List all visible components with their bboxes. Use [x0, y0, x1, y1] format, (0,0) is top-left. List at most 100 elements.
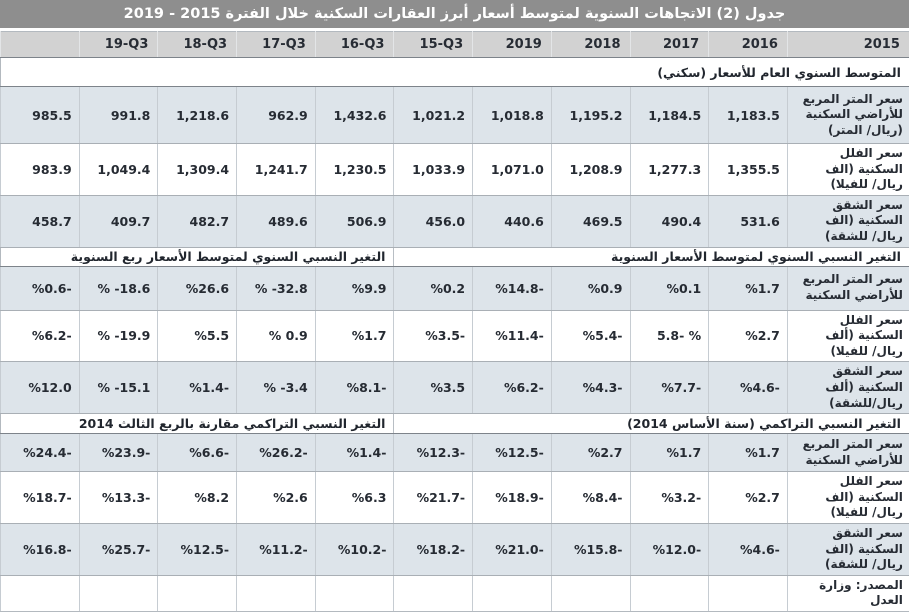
table-row: سعر الفلل السكنية (الف ريال/ للفيلا)%2.7… — [1, 472, 909, 524]
column-header-17-Q3: 17-Q3 — [237, 32, 316, 58]
value-cell: 482.7 — [158, 195, 237, 247]
value-cell: %1.4- — [315, 434, 394, 472]
value-cell: %11.4- — [473, 310, 552, 362]
value-cell: %12.5- — [158, 523, 237, 575]
value-cell: %8.4- — [551, 472, 630, 524]
value-cell: %6.2- — [1, 310, 80, 362]
value-cell: 1,355.5 — [709, 144, 788, 196]
table-row: سعر الفلل السكنية (ألف ريال/ للفيلا)%2.7… — [1, 310, 909, 362]
table-row: سعر الشقق السكنية (ألف ريال/للشقة)%4.6-%… — [1, 362, 909, 414]
table-row: سعر المتر المربع للأراضي السكنية (ريال/ … — [1, 87, 909, 144]
column-header-2017: 2017 — [630, 32, 709, 58]
value-cell: % -3.4 — [237, 362, 316, 414]
value-cell: %6.3 — [315, 472, 394, 524]
value-cell: %9.9 — [315, 266, 394, 310]
value-cell: 1,184.5 — [630, 87, 709, 144]
value-cell: %1.4- — [158, 362, 237, 414]
value-cell: %6.6- — [158, 434, 237, 472]
row-label: سعر المتر المربع للأراضي السكنية — [787, 434, 909, 472]
value-cell: %7.7- — [630, 362, 709, 414]
value-cell: %8.2 — [158, 472, 237, 524]
value-cell: %0.2 — [394, 266, 473, 310]
value-cell: %21.7- — [394, 472, 473, 524]
value-cell: 962.9 — [237, 87, 316, 144]
table-title: جدول (2) الاتجاهات السنوية لمتوسط أسعار … — [0, 0, 909, 28]
value-cell: %4.6- — [709, 362, 788, 414]
section-header-annual: التغير النسبي التراكمي (سنة الأساس 2014) — [394, 414, 909, 434]
value-cell: %0.9 — [551, 266, 630, 310]
empty-cell — [1, 575, 80, 611]
value-cell: %14.8- — [473, 266, 552, 310]
value-cell: %12.3- — [394, 434, 473, 472]
section-header-row: المتوسط السنوي العام للأسعار (سكني) — [1, 58, 909, 87]
table-row: سعر الفلل السكنية (الف ريال/ للفيلا)1,35… — [1, 144, 909, 196]
value-cell: 490.4 — [630, 195, 709, 247]
value-cell: 1,218.6 — [158, 87, 237, 144]
empty-cell — [551, 575, 630, 611]
row-label: سعر المتر المربع للأراضي السكنية — [787, 266, 909, 310]
value-cell: %0.6- — [1, 266, 80, 310]
value-cell: %2.7 — [709, 472, 788, 524]
value-cell: %8.1- — [315, 362, 394, 414]
value-cell: %3.2- — [630, 472, 709, 524]
value-cell: %5.4- — [551, 310, 630, 362]
value-cell: 489.6 — [237, 195, 316, 247]
source-note: المصدر: وزارة العدل — [787, 575, 909, 611]
column-header-2015: 2015 — [787, 32, 909, 58]
column-header-18-Q3: 18-Q3 — [158, 32, 237, 58]
value-cell: %4.6- — [709, 523, 788, 575]
value-cell: 985.5 — [1, 87, 80, 144]
value-cell: 1,071.0 — [473, 144, 552, 196]
value-cell: %23.9- — [79, 434, 158, 472]
value-cell: 991.8 — [79, 87, 158, 144]
column-header-2016: 2016 — [709, 32, 788, 58]
value-cell: %3.5 — [394, 362, 473, 414]
column-header-2018: 2018 — [551, 32, 630, 58]
table-row: سعر المتر المربع للأراضي السكنية%1.7%0.1… — [1, 266, 909, 310]
value-cell: % -19.9 — [79, 310, 158, 362]
value-cell: 1,183.5 — [709, 87, 788, 144]
value-cell: 1,049.4 — [79, 144, 158, 196]
value-cell: %1.7 — [630, 434, 709, 472]
value-cell: 1,230.5 — [315, 144, 394, 196]
value-cell: %0.1 — [630, 266, 709, 310]
value-cell: %4.3- — [551, 362, 630, 414]
value-cell: %11.2- — [237, 523, 316, 575]
row-label: سعر الشقق السكنية (الف ريال/ للشقة) — [787, 195, 909, 247]
value-cell: 1,033.9 — [394, 144, 473, 196]
value-cell: %2.7 — [709, 310, 788, 362]
value-cell: %15.8- — [551, 523, 630, 575]
section-header-row: التغير النسبي التراكمي (سنة الأساس 2014)… — [1, 414, 909, 434]
section-header-quarterly: التغير النسبي التراكمي مقارنة بالربع الث… — [1, 414, 394, 434]
value-cell: 469.5 — [551, 195, 630, 247]
table-row: سعر المتر المربع للأراضي السكنية%1.7%1.7… — [1, 434, 909, 472]
empty-cell — [158, 575, 237, 611]
empty-cell — [237, 575, 316, 611]
value-cell: 1,309.4 — [158, 144, 237, 196]
value-cell: 531.6 — [709, 195, 788, 247]
value-cell: %18.9- — [473, 472, 552, 524]
empty-cell — [709, 575, 788, 611]
row-label: سعر المتر المربع للأراضي السكنية (ريال/ … — [787, 87, 909, 144]
row-label: سعر الفلل السكنية (ألف ريال/ للفيلا) — [787, 310, 909, 362]
value-cell: %12.5- — [473, 434, 552, 472]
value-cell: 1,432.6 — [315, 87, 394, 144]
row-label: سعر الفلل السكنية (الف ريال/ للفيلا) — [787, 472, 909, 524]
column-header-15-Q3: 15-Q3 — [394, 32, 473, 58]
value-cell: 458.7 — [1, 195, 80, 247]
value-cell: 1,021.2 — [394, 87, 473, 144]
value-cell: 1,241.7 — [237, 144, 316, 196]
value-cell: %2.7 — [551, 434, 630, 472]
value-cell: % 0.9 — [237, 310, 316, 362]
source-row: المصدر: وزارة العدل — [1, 575, 909, 611]
value-cell: %2.6 — [237, 472, 316, 524]
value-cell: 506.9 — [315, 195, 394, 247]
value-cell: %12.0- — [630, 523, 709, 575]
column-header-16-Q3: 16-Q3 — [315, 32, 394, 58]
empty-cell — [630, 575, 709, 611]
value-cell: 1,277.3 — [630, 144, 709, 196]
value-cell: % -15.1 — [79, 362, 158, 414]
section-header-annual: التغير النسبي السنوي لمتوسط الأسعار السن… — [394, 247, 909, 266]
value-cell: 1,208.9 — [551, 144, 630, 196]
